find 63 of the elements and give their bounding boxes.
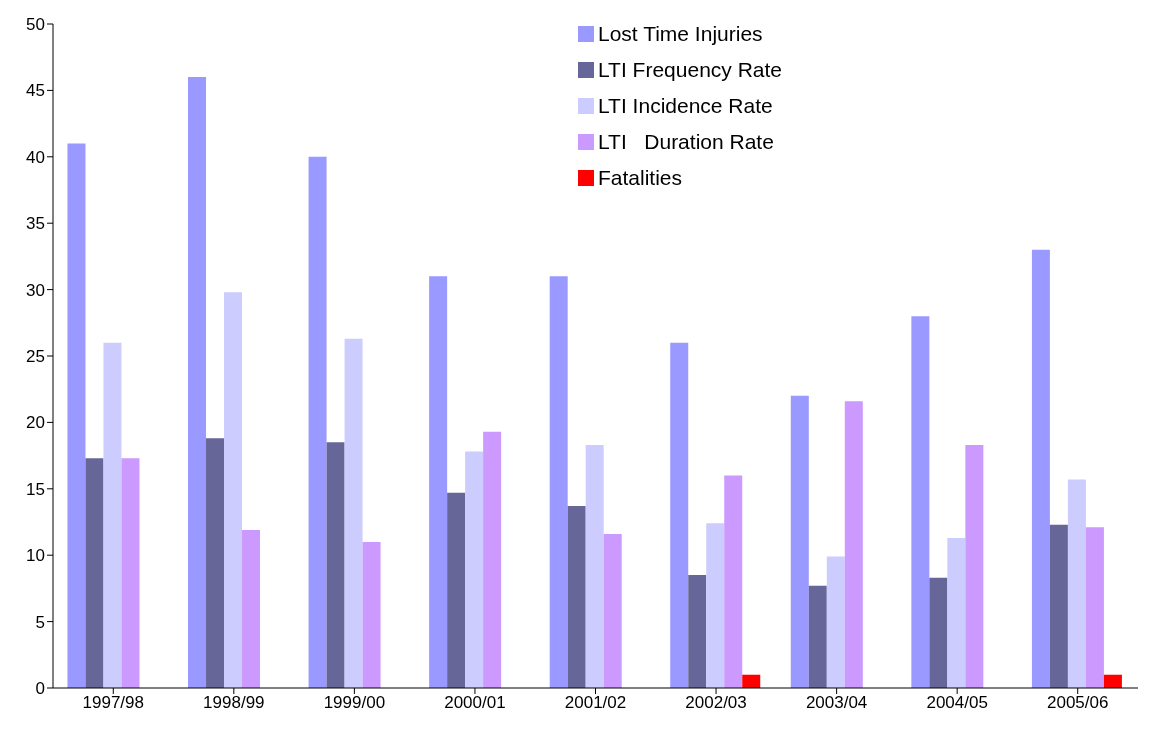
x-tick-label: 2003/04 [805,693,868,713]
legend-label: Fatalities [598,165,683,191]
bar [549,276,568,688]
legend-label: Lost Time Injuries [598,21,763,47]
bar [1049,524,1068,688]
y-tick-label: 30 [26,280,45,300]
x-tick-label: 2004/05 [926,693,988,713]
y-tick-label: 35 [26,214,45,234]
bar [911,316,930,688]
x-tick-label: 1998/99 [203,693,265,713]
bar [429,276,448,688]
bar [670,342,689,688]
bar [362,541,381,688]
y-tick-label: 20 [26,413,45,433]
x-tick-label: 2005/06 [1047,693,1109,713]
bar [1067,479,1086,688]
y-tick-label: 5 [35,612,45,632]
bar [844,401,863,688]
bar [447,492,466,688]
bar [188,77,207,688]
x-tick-label: 1999/00 [323,693,386,713]
bar [242,529,261,688]
bar [67,143,86,688]
bar [85,458,104,688]
bar [826,556,845,688]
bar [567,506,586,688]
bar [483,431,502,688]
bar [465,451,484,688]
x-tick-label: 1997/98 [82,693,144,713]
bar [121,458,140,688]
x-tick-label: 2000/01 [444,693,506,713]
bar [224,292,243,688]
bar [1031,249,1050,688]
y-tick-label: 15 [26,479,45,499]
y-tick-label: 0 [35,679,45,699]
bar [326,442,345,688]
bar [790,395,809,688]
y-tick-label: 10 [26,546,45,566]
x-tick-label: 2002/03 [685,693,747,713]
bar [688,575,707,688]
legend-label: LTI Duration Rate [598,129,774,155]
legend-label: LTI Incidence Rate [598,93,773,119]
y-tick-label: 45 [26,81,45,101]
bar [1085,527,1104,688]
bar [724,475,743,688]
bar [603,533,622,688]
bar [1103,674,1122,688]
bar [206,438,225,688]
x-tick-label: 2001/02 [564,693,627,713]
legend-label: LTI Frequency Rate [598,57,783,83]
bar [308,156,327,688]
bar [585,444,604,688]
bar [808,585,827,688]
y-tick-label: 50 [26,15,45,35]
bar [103,342,122,688]
bar [929,577,948,688]
bar [344,338,363,688]
bar [965,444,984,688]
bar [706,523,725,688]
y-tick-label: 25 [26,347,45,367]
y-tick-label: 40 [26,147,45,167]
bar [947,537,966,688]
bar [742,674,761,688]
